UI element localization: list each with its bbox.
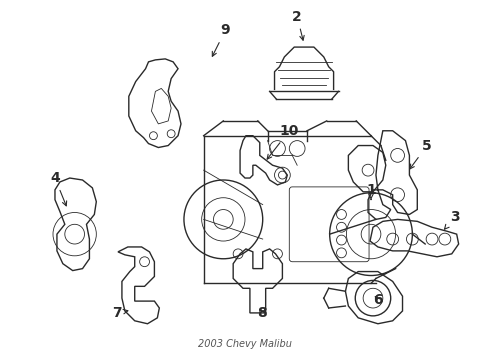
Text: 7: 7 xyxy=(112,306,128,320)
Text: 6: 6 xyxy=(372,293,382,307)
Text: 2: 2 xyxy=(292,10,304,40)
Text: 9: 9 xyxy=(212,23,230,56)
Text: 10: 10 xyxy=(266,124,298,159)
Text: 2003 Chevy Malibu: 2003 Chevy Malibu xyxy=(197,339,291,349)
Text: 8: 8 xyxy=(256,306,266,320)
Text: 4: 4 xyxy=(50,171,66,206)
Text: 3: 3 xyxy=(444,210,459,229)
Text: 5: 5 xyxy=(409,139,431,169)
Text: 1: 1 xyxy=(366,183,375,200)
